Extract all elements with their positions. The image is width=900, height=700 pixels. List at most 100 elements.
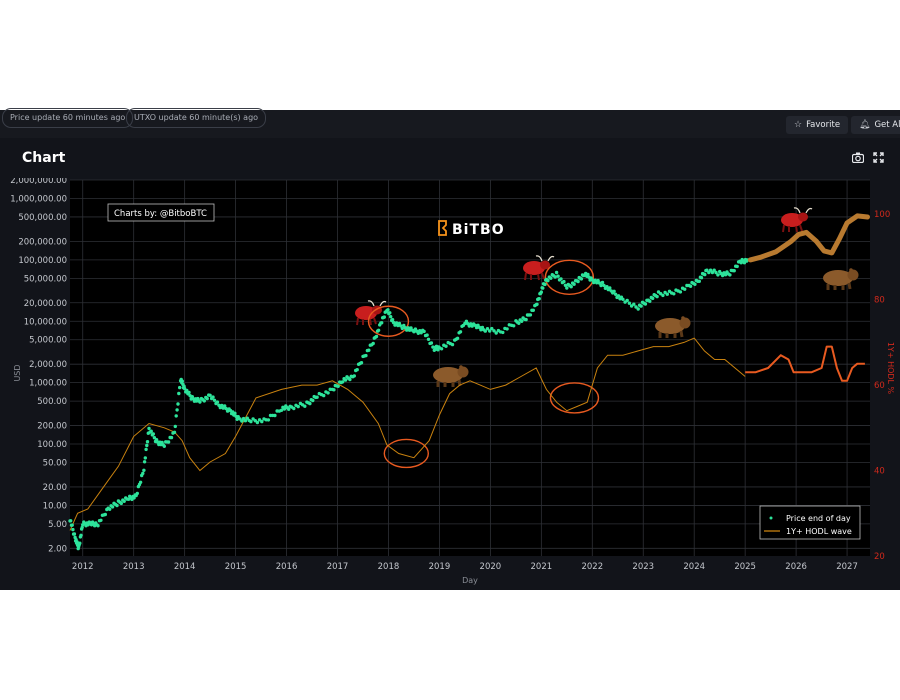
y2-axis-label: 1Y+ HODL % [886,342,895,395]
price-point [326,391,330,395]
y-tick-label: 50.00 [43,459,67,469]
favorite-button[interactable]: ☆ Favorite [786,116,849,134]
price-point [79,533,83,537]
bull-legs [782,224,803,233]
get-alerts-button[interactable]: 🔔︎Get Aler [851,116,900,134]
price-point [340,380,345,384]
price-point [655,294,659,299]
price-point [348,377,352,382]
y2-tick-label: 40 [874,467,885,477]
watermark-text: Charts by: @BitboBTC [114,209,207,219]
price-point [400,326,404,331]
price-point [390,318,395,322]
bear-ear [849,268,853,272]
price-point [198,400,202,404]
bear-legs [436,379,462,387]
price-point [279,408,284,412]
price-point [569,285,573,289]
bull-legs [524,272,545,281]
price-point [672,292,676,296]
price-point [528,313,533,317]
y-tick-label: 10.00 [43,501,67,511]
price-point [596,278,600,283]
bear-icon [433,365,469,387]
price-point [332,388,336,392]
price-point [382,315,386,319]
price-point [426,337,431,341]
legend-swatch-price [769,516,773,520]
price-point [103,512,108,517]
bull-body [355,306,377,320]
price-point [138,480,143,484]
price-point [714,270,718,275]
price-point [70,523,74,527]
price-point [177,391,181,396]
price-point [99,518,103,522]
price-point [397,321,402,326]
y-tick-label: 2,000,000.00 [10,178,67,186]
price-point [296,404,300,409]
price-point [705,268,709,272]
price-point [311,398,315,403]
x-tick-label: 2027 [836,562,858,572]
price-point [223,404,227,408]
price-point [712,268,716,272]
bitbo-logo-icon [438,220,447,236]
y-tick-label: 2.00 [48,544,67,554]
bull-legs [356,317,377,326]
y-tick-label: 20,000.00 [24,299,67,309]
bull-horns [367,300,387,307]
annotation-circles [367,259,600,469]
price-point [376,328,381,332]
price-point [723,273,728,277]
price-point [450,342,455,347]
price-point [616,294,621,298]
x-axis-label: Day [462,576,478,585]
y-tick-label: 100,000.00 [18,256,67,266]
price-hodl-chart: 2012 2013 2014 2015 2016 2017 2018 2019 2020 2021… [0,178,900,590]
price-point [707,270,711,275]
price-point [599,283,603,288]
price-point [80,525,84,530]
price-point [110,505,115,509]
bear-head [457,366,469,378]
price-point [174,414,178,418]
bear-icon [823,268,859,290]
fullscreen-icon[interactable] [873,152,884,166]
price-point [697,279,701,283]
price-point [175,408,179,412]
y-tick-label: 200.00 [37,422,67,432]
price-point [166,440,171,444]
y-tick-label: 1,000,000.00 [10,194,67,204]
y2-tick-label: 20 [874,552,885,562]
x-tick-label: 2021 [531,562,553,572]
bell-icon: 🔔︎ [859,120,871,130]
price-point [108,507,112,511]
x-tick-label: 2019 [429,562,451,572]
y-tick-label: 10,000.00 [24,317,67,327]
price-point [553,275,557,279]
bear-legs [658,330,684,338]
price-point [185,388,189,393]
price-point [651,296,655,301]
price-point [172,430,177,434]
bull-horns [793,207,813,214]
y2-tick-label: 80 [874,296,885,306]
price-point [243,419,248,423]
price-point [389,315,393,319]
bull-body [523,261,545,275]
price-point [600,280,605,285]
price-point [602,283,606,288]
price-point [115,503,119,508]
price-point [563,283,568,287]
price-point [429,341,434,345]
forecast-layer [745,213,870,382]
camera-icon[interactable] [851,152,865,166]
price-point [235,417,239,421]
bull-body [781,213,803,227]
x-tick-label: 2020 [480,562,502,572]
price-point [643,302,648,306]
price-point [688,284,693,288]
price-point [132,496,136,500]
price-point [182,386,187,391]
